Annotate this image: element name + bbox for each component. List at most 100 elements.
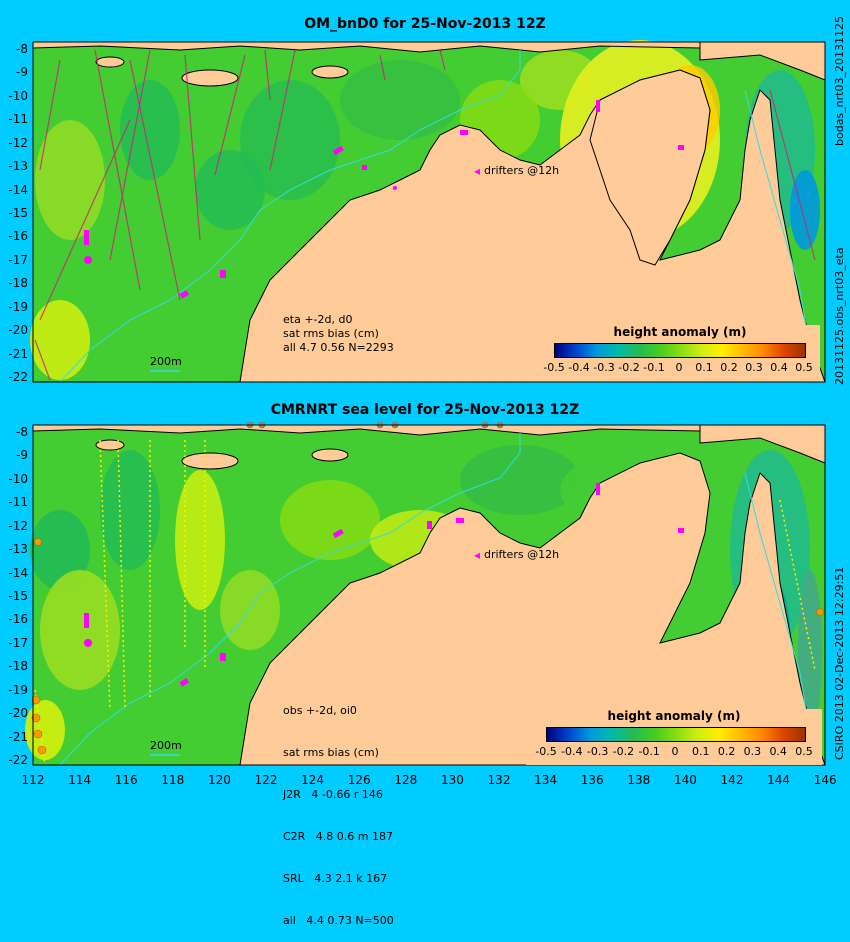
panel-1-info-line-2: all 4.7 0.56 N=2293 bbox=[283, 341, 394, 354]
panel-2-title: CMRNRT sea level for 25-Nov-2013 12Z bbox=[270, 402, 580, 418]
y-tick-label: -11 bbox=[8, 495, 28, 510]
x-tick-label: 146 bbox=[813, 773, 837, 787]
x-tick-label: 140 bbox=[673, 773, 697, 787]
x-tick-label: 124 bbox=[301, 773, 325, 787]
colorbar-tick-label: 0.5 bbox=[795, 361, 813, 374]
y-tick-label: -14 bbox=[8, 565, 28, 580]
x-tick-label: 134 bbox=[534, 773, 558, 787]
x-tick-label: 114 bbox=[68, 773, 92, 787]
colorbar-tick-label: 0.3 bbox=[745, 361, 763, 374]
x-tick-label: 130 bbox=[440, 773, 464, 787]
panel-1-y-axis: -8 -9 -10 -11 -12 -13 -14 -15 -16 -17 -18 -19 -20 -21… bbox=[0, 42, 31, 384]
colorbar-tick-label: -0.5 bbox=[535, 745, 557, 758]
y-tick-label: -22 bbox=[8, 753, 28, 767]
colorbar-tick-label: -0.1 bbox=[643, 361, 665, 374]
y-tick-label: -20 bbox=[8, 706, 28, 721]
colorbar-tick-label: 0.3 bbox=[743, 745, 762, 758]
panel-2-y-axis: -8 -9 -10 -11 -12 -13 -14 -15 -16 -17 -18 -19 -20 -21… bbox=[0, 425, 31, 767]
x-tick-label: 126 bbox=[347, 773, 371, 787]
x-axis: 112 114 116 118 120 122 124 126 128 130 132 134 136 1… bbox=[22, 773, 837, 791]
panel-2-info-line-2: J2R 4 -0.66 r 146 bbox=[283, 788, 383, 801]
y-tick-label: -14 bbox=[8, 182, 28, 197]
panel-1-drifters bbox=[84, 100, 684, 299]
y-tick-label: -22 bbox=[8, 370, 28, 384]
y-tick-label: -10 bbox=[8, 88, 28, 103]
panel-2-drifters-label: drifters @12h bbox=[484, 548, 560, 561]
x-tick-label: 144 bbox=[767, 773, 791, 787]
y-tick-label: -16 bbox=[8, 229, 28, 244]
panel-2-shelf-contour bbox=[59, 433, 521, 766]
y-tick-label: -15 bbox=[8, 206, 28, 220]
panel-2-info-line-4: SRL 4.3 2.1 k 167 bbox=[283, 872, 388, 885]
panel-1-drifters-label: drifters @12h bbox=[484, 164, 560, 177]
colorbar-tick-label: 0.1 bbox=[695, 361, 713, 374]
y-tick-label: -19 bbox=[8, 299, 28, 314]
x-tick-label: 138 bbox=[627, 773, 651, 787]
panel-1-colorbar-ticks: -0.5 -0.4 -0.3 -0.2 -0.1 0 0.1 0.2 0.3 0.4 0.5 bbox=[543, 361, 812, 375]
colorbar-tick-label: 0.4 bbox=[769, 745, 787, 758]
x-tick-label: 142 bbox=[720, 773, 744, 787]
panel-2-colorbar-gradient bbox=[546, 727, 806, 742]
colorbar-tick-label: 0.5 bbox=[795, 745, 813, 758]
panel-1-shelf-contour bbox=[59, 50, 521, 383]
panel-2-frame bbox=[32, 424, 826, 766]
panel-1-frame bbox=[32, 41, 826, 383]
x-tick-label: 132 bbox=[487, 773, 511, 787]
y-tick-label: -12 bbox=[8, 135, 28, 150]
y-tick-label: -9 bbox=[16, 65, 28, 80]
panel-2-colorbar-title: height anomaly (m) bbox=[607, 709, 741, 723]
y-tick-label: -18 bbox=[8, 659, 28, 674]
colorbar-tick-label: 0.2 bbox=[717, 745, 736, 758]
panel-1-colorbar: height anomaly (m) -0.5 -0.4 -0.3 -0.2 -0.1 0… bbox=[540, 325, 820, 381]
panel-1-scale-label: 200m bbox=[150, 355, 182, 368]
x-tick-label: 116 bbox=[114, 773, 138, 787]
x-tick-label: 122 bbox=[254, 773, 278, 787]
colorbar-tick-label: 0 bbox=[671, 745, 679, 758]
panel-1-info-line-0: eta +-2d, d0 bbox=[283, 313, 353, 326]
y-tick-label: -13 bbox=[8, 159, 28, 174]
colorbar-tick-label: -0.5 bbox=[543, 361, 565, 374]
y-tick-label: -9 bbox=[16, 448, 28, 463]
panel-2-map: ◂ bbox=[25, 421, 826, 766]
panel-2-info-line-0: obs +-2d, oi0 bbox=[283, 704, 357, 717]
panel-2-info-line-5: all 4.4 0.73 N=500 bbox=[283, 914, 394, 927]
y-tick-label: -21 bbox=[8, 346, 28, 361]
colorbar-tick-label: -0.3 bbox=[593, 361, 615, 374]
y-tick-label: -8 bbox=[16, 425, 28, 439]
panel-1-colorbar-title: height anomaly (m) bbox=[613, 325, 747, 339]
y-tick-label: -13 bbox=[8, 542, 28, 557]
colorbar-tick-label: -0.3 bbox=[586, 745, 609, 758]
y-tick-label: -10 bbox=[8, 471, 28, 486]
y-tick-label: -16 bbox=[8, 612, 28, 627]
panel-2-info-line-3: C2R 4.8 0.6 m 187 bbox=[283, 830, 393, 843]
panel-2-info: obs +-2d, oi0 sat rms bias (cm) J2R 4 -0… bbox=[283, 676, 394, 942]
panel-1-drifter-legend-marker: ◂ bbox=[474, 164, 480, 178]
y-tick-label: -20 bbox=[8, 323, 28, 338]
colorbar-tick-label: -0.4 bbox=[568, 361, 590, 374]
y-tick-label: -8 bbox=[16, 42, 28, 56]
panel-2-obs-tracks bbox=[34, 439, 816, 766]
y-tick-label: -17 bbox=[8, 635, 28, 650]
x-tick-label: 128 bbox=[394, 773, 418, 787]
colorbar-tick-label: -0.2 bbox=[612, 745, 635, 758]
x-tick-label: 136 bbox=[580, 773, 604, 787]
panel-2-info-line-1: sat rms bias (cm) bbox=[283, 746, 379, 759]
panel-1-info-line-1: sat rms bias (cm) bbox=[283, 327, 379, 340]
y-tick-label: -19 bbox=[8, 682, 28, 697]
x-tick-label: 112 bbox=[21, 773, 45, 787]
y-tick-label: -11 bbox=[8, 112, 28, 127]
colorbar-tick-label: 0.2 bbox=[720, 361, 738, 374]
y-tick-label: -15 bbox=[8, 589, 28, 603]
panel-2-scale-label: 200m bbox=[150, 739, 182, 752]
colorbar-tick-label: -0.1 bbox=[638, 745, 660, 758]
x-tick-label: 120 bbox=[207, 773, 231, 787]
y-tick-label: -12 bbox=[8, 518, 28, 533]
panel-2-colorbar: height anomaly (m) -0.5 -0.4 -0.3 -0.2 -0.1 0… bbox=[526, 709, 822, 765]
y-tick-label: -18 bbox=[8, 276, 28, 291]
panel-1-info: eta +-2d, d0 sat rms bias (cm) all 4.7 0… bbox=[283, 313, 394, 355]
colorbar-tick-label: -0.4 bbox=[561, 745, 583, 758]
panel-1-colorbar-gradient bbox=[554, 343, 806, 358]
colorbar-tick-label: 0 bbox=[675, 361, 683, 374]
panel-2-drifters bbox=[84, 483, 684, 687]
y-tick-label: -17 bbox=[8, 252, 28, 267]
